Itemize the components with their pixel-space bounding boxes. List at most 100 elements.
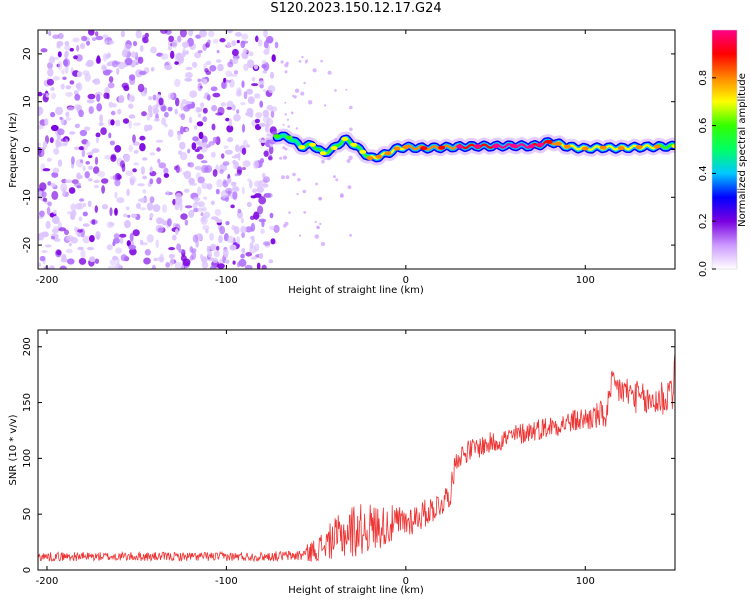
noise-blob (114, 179, 121, 187)
noise-blob (39, 210, 45, 217)
noise-blob (179, 202, 183, 212)
noise-blob (42, 168, 51, 172)
colorbar-tick-label: 0.8 (698, 70, 709, 86)
noise-blob (225, 79, 232, 83)
noise-blob (164, 111, 169, 118)
x-tick-label: -200 (36, 576, 59, 587)
noise-blob (123, 85, 130, 92)
y-tick-label: -20 (22, 237, 33, 253)
noise-blob (85, 61, 93, 67)
noise-blob (45, 94, 49, 98)
transition-dot (318, 196, 322, 201)
ridge-point (393, 146, 401, 151)
noise-blob (261, 172, 266, 178)
ridge-core-segment (655, 143, 675, 150)
noise-blob (216, 49, 220, 54)
noise-blob (172, 234, 177, 241)
noise-blob (119, 233, 127, 238)
x-tick-label: -100 (215, 576, 238, 587)
snr-y-label: SNR (10 * v/v) (8, 414, 19, 485)
ridge-point (359, 149, 367, 154)
noise-blob (88, 165, 93, 170)
noise-blob (232, 260, 236, 265)
noise-blob (140, 166, 145, 175)
colorbar-tick-label: 0.6 (698, 118, 709, 134)
noise-blob (82, 165, 86, 172)
noise-blob (65, 91, 73, 97)
transition-dot (321, 242, 325, 246)
x-tick-label: 0 (403, 275, 409, 286)
noise-blob (246, 88, 254, 95)
noise-blob (105, 53, 110, 59)
noise-blob (66, 235, 74, 242)
noise-blob (124, 220, 131, 229)
noise-blob (223, 145, 229, 149)
noise-blob (161, 204, 168, 213)
noise-blob (201, 182, 209, 189)
noise-blob (76, 45, 80, 52)
noise-blob (196, 121, 204, 127)
noise-blob (42, 141, 48, 149)
noise-blob (77, 232, 82, 238)
noise-blob (60, 83, 65, 90)
noise-blob (95, 136, 99, 144)
noise-blob (56, 40, 64, 47)
noise-blob (199, 30, 207, 38)
noise-blob (263, 150, 269, 157)
noise-blob (153, 118, 160, 122)
transition-dot (298, 60, 302, 63)
transition-dot (327, 70, 332, 75)
noise-blob (237, 208, 242, 214)
noise-blob (125, 57, 133, 66)
noise-blob (97, 171, 106, 178)
noise-blob (202, 116, 208, 122)
noise-blob (232, 159, 237, 165)
noise-blob (45, 220, 51, 229)
noise-blob (38, 262, 42, 268)
noise-blob (250, 222, 256, 232)
noise-blob (258, 80, 265, 85)
transition-dot (349, 233, 352, 237)
noise-blob (237, 210, 243, 219)
noise-blob (47, 202, 52, 207)
ridge-point (273, 134, 281, 139)
noise-blob (85, 161, 90, 165)
noise-blob (48, 30, 52, 36)
noise-blob (216, 263, 225, 269)
y-tick-label: 200 (22, 337, 33, 356)
transition-dot (339, 193, 344, 198)
noise-blob (69, 80, 75, 85)
noise-blob (269, 145, 274, 155)
noise-blob (161, 105, 167, 112)
noise-blob (179, 141, 186, 150)
noise-blob (109, 259, 117, 266)
noise-blob (64, 41, 70, 46)
noise-blob (197, 201, 205, 208)
x-tick-label: 100 (576, 576, 595, 587)
noise-blob (200, 212, 204, 217)
noise-blob (76, 71, 82, 78)
noise-blob (81, 35, 88, 42)
noise-blob (194, 200, 199, 205)
noise-blob (94, 156, 99, 165)
transition-dot (349, 105, 353, 110)
transition-dot (312, 68, 317, 73)
noise-blob (65, 111, 70, 118)
noise-blob (68, 187, 76, 194)
x-tick-label: 0 (403, 576, 409, 587)
noise-blob (57, 141, 62, 148)
noise-blob (233, 114, 241, 122)
noise-blob (44, 118, 49, 126)
noise-blob (182, 258, 191, 267)
noise-blob (166, 190, 170, 196)
noise-blob (126, 188, 130, 197)
transition-dot (347, 185, 352, 190)
noise-blob (117, 174, 122, 180)
noise-blob (91, 219, 96, 225)
noise-blob (88, 106, 94, 115)
noise-blob (258, 180, 263, 188)
transition-dot (314, 220, 317, 224)
transition-dot (303, 81, 306, 85)
noise-blob (52, 215, 60, 225)
noise-blob (163, 167, 169, 175)
